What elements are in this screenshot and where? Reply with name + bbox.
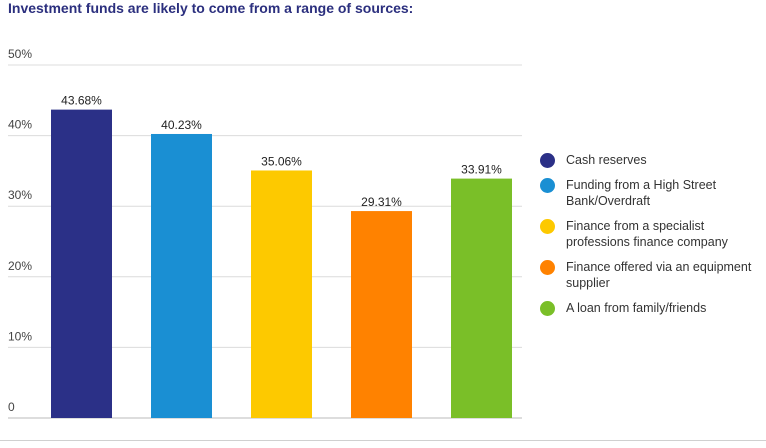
legend-swatch xyxy=(540,260,555,275)
legend-label: Funding from a High Street Bank/Overdraf… xyxy=(566,178,717,208)
divider xyxy=(0,440,766,441)
legend-label: Cash reserves xyxy=(566,153,647,167)
data-label: 35.06% xyxy=(261,154,302,168)
data-label: 29.31% xyxy=(361,195,402,209)
y-tick-label: 40% xyxy=(8,118,32,132)
legend-item: Finance from a specialist professions fi… xyxy=(540,218,766,250)
chart-title: Investment funds are likely to come from… xyxy=(8,0,414,16)
legend-item: Finance offered via an equipment supplie… xyxy=(540,259,766,291)
legend-swatch xyxy=(540,301,555,316)
bar xyxy=(51,109,112,418)
data-label: 33.91% xyxy=(461,163,502,177)
y-tick-label: 10% xyxy=(8,329,32,343)
bar xyxy=(451,178,512,418)
bar xyxy=(251,170,312,418)
legend-swatch xyxy=(540,178,555,193)
y-tick-label: 30% xyxy=(8,188,32,202)
legend-label: A loan from family/friends xyxy=(566,301,707,315)
legend-label: Finance offered via an equipment supplie… xyxy=(566,260,752,290)
legend: Cash reserves Funding from a High Street … xyxy=(540,152,766,325)
legend-item: Cash reserves xyxy=(540,152,766,168)
legend-item: A loan from family/friends xyxy=(540,300,766,316)
y-tick-label: 20% xyxy=(8,259,32,273)
bar xyxy=(351,211,412,418)
legend-label: Finance from a specialist professions fi… xyxy=(566,219,728,249)
legend-swatch xyxy=(540,153,555,168)
data-label: 40.23% xyxy=(161,118,202,132)
bar xyxy=(151,133,212,418)
y-tick-label: 50% xyxy=(8,47,32,61)
legend-item: Funding from a High Street Bank/Overdraf… xyxy=(540,177,766,209)
data-label: 43.68% xyxy=(61,94,102,108)
legend-swatch xyxy=(540,219,555,234)
y-tick-label: 0 xyxy=(8,400,15,414)
